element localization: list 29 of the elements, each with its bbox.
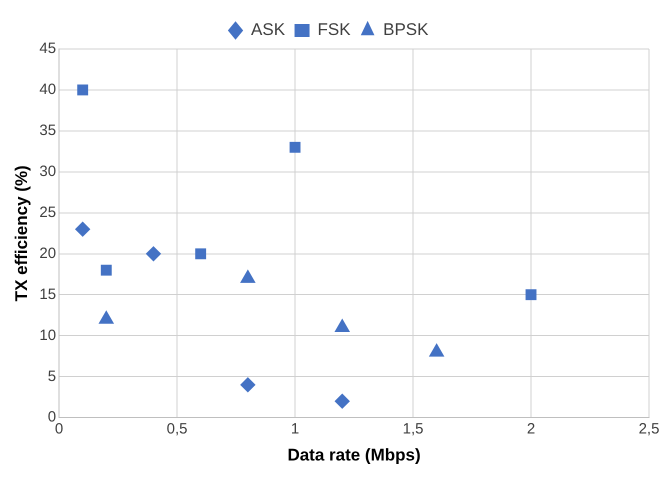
y-tick-label: 20 <box>39 244 56 262</box>
y-tick-label: 40 <box>39 81 56 98</box>
point <box>290 142 300 153</box>
point <box>195 248 206 260</box>
legend-label: BPSK <box>383 20 430 40</box>
y-tick-label: 35 <box>39 122 56 140</box>
legend-label: ASK <box>251 20 286 40</box>
y-tick-label: 15 <box>39 286 56 303</box>
point <box>240 377 256 392</box>
point <box>526 289 536 300</box>
point <box>146 246 161 262</box>
x-tick-label: 2 <box>526 420 536 438</box>
y-tick-label: 30 <box>39 163 56 180</box>
y-tick-label: 0 <box>48 408 56 426</box>
point <box>75 222 90 237</box>
x-tick-label: 2,5 <box>638 420 660 438</box>
x-axis-title: Data rate (Mbps) <box>287 445 421 464</box>
point <box>100 264 112 276</box>
y-tick-label: 5 <box>48 368 56 385</box>
x-tick-label: 0,5 <box>166 420 188 438</box>
point <box>334 394 350 409</box>
point <box>77 84 88 96</box>
x-tick-label: 1,5 <box>402 420 424 438</box>
legend-label: FSK <box>318 20 352 40</box>
y-axis-title: TX efficiency (%) <box>12 165 31 302</box>
y-tick-label: 10 <box>39 326 56 344</box>
y-tick-label: 45 <box>39 40 56 58</box>
x-tick-label: 1 <box>290 420 300 438</box>
y-tick-label: 25 <box>39 204 56 221</box>
